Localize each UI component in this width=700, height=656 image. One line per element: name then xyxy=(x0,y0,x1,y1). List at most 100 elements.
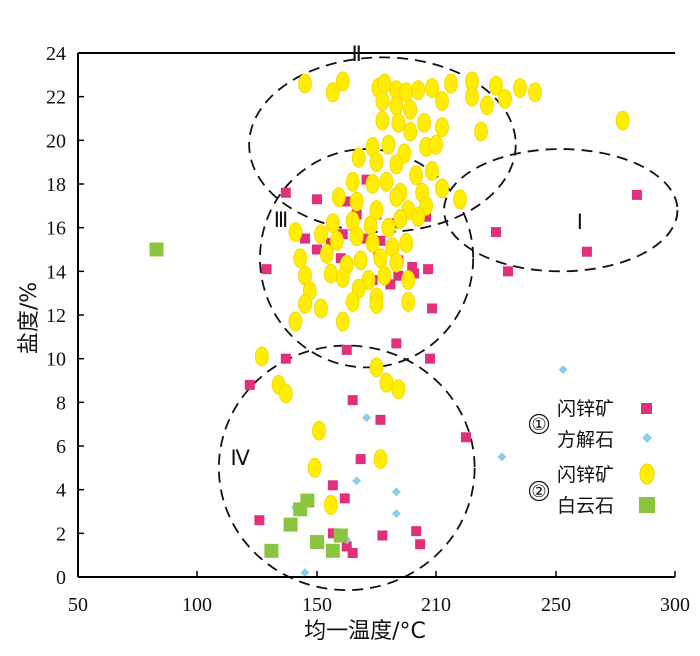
legend-swatch-dolomite xyxy=(639,497,655,513)
point-sphalerite_2 xyxy=(389,95,404,116)
data-points xyxy=(149,71,642,578)
point-sphalerite_2 xyxy=(389,154,404,175)
point-sphalerite_2 xyxy=(361,270,376,290)
point-sphalerite_2 xyxy=(349,226,364,247)
point-sphalerite_1 xyxy=(461,432,471,443)
point-sphalerite_2 xyxy=(465,86,479,107)
point-sphalerite_2 xyxy=(325,82,340,103)
region-ellipse-4 xyxy=(217,344,476,592)
point-sphalerite_2 xyxy=(351,147,366,168)
legend-label-sphalerite-2: 闪锌矿 xyxy=(557,464,614,486)
point-sphalerite_2 xyxy=(365,174,380,194)
point-sphalerite_2 xyxy=(409,165,424,186)
point-sphalerite_2 xyxy=(399,82,414,103)
region-label-2: Ⅱ xyxy=(351,42,361,66)
point-sphalerite_1 xyxy=(375,235,386,246)
point-sphalerite_1 xyxy=(300,233,310,244)
point-sphalerite_2 xyxy=(417,112,432,133)
point-dolomite xyxy=(283,517,298,532)
y-tick-label: 22 xyxy=(46,87,66,109)
point-sphalerite_2 xyxy=(369,152,384,173)
y-tick-label: 0 xyxy=(56,567,66,589)
point-sphalerite_1 xyxy=(377,530,388,541)
legend-label-sphalerite-1: 闪锌矿 xyxy=(557,398,614,420)
x-tick-label: 100 xyxy=(182,594,212,616)
point-sphalerite_1 xyxy=(341,344,352,355)
point-sphalerite_1 xyxy=(355,454,366,465)
region-ellipse-1 xyxy=(443,148,679,273)
y-tick-label: 4 xyxy=(56,480,66,502)
point-sphalerite_1 xyxy=(427,303,438,314)
y-axis-title: 盐度/% xyxy=(17,282,42,354)
point-sphalerite_1 xyxy=(280,187,291,198)
point-sphalerite_2 xyxy=(389,187,404,208)
point-sphalerite_2 xyxy=(474,121,488,142)
point-sphalerite_2 xyxy=(288,222,303,242)
point-sphalerite_1 xyxy=(425,353,436,364)
point-sphalerite_2 xyxy=(363,215,378,236)
point-sphalerite_2 xyxy=(298,73,312,94)
point-sphalerite_2 xyxy=(399,233,414,253)
point-sphalerite_1 xyxy=(581,246,592,257)
y-tick-label: 2 xyxy=(56,523,66,545)
series-sphalerite_2 xyxy=(254,71,630,515)
point-sphalerite_2 xyxy=(411,206,426,227)
point-sphalerite_1 xyxy=(411,526,422,537)
point-sphalerite_1 xyxy=(407,261,418,272)
point-sphalerite_2 xyxy=(373,248,388,269)
point-sphalerite_2 xyxy=(320,243,334,264)
point-sphalerite_2 xyxy=(513,78,527,98)
point-sphalerite_2 xyxy=(335,71,350,92)
x-tick-label: 50 xyxy=(68,594,88,616)
point-sphalerite_2 xyxy=(403,121,418,142)
point-sphalerite_2 xyxy=(435,117,449,138)
point-sphalerite_2 xyxy=(307,457,322,478)
point-sphalerite_1 xyxy=(385,279,396,290)
point-sphalerite_2 xyxy=(335,267,350,288)
point-sphalerite_1 xyxy=(327,480,338,491)
point-calcite xyxy=(391,487,401,497)
point-sphalerite_1 xyxy=(491,227,501,238)
point-dolomite xyxy=(333,528,348,543)
y-tick-label: 14 xyxy=(46,261,66,283)
point-sphalerite_2 xyxy=(480,95,494,116)
point-sphalerite_2 xyxy=(365,233,380,253)
legend-group-2-number: ② xyxy=(531,482,546,502)
point-sphalerite_2 xyxy=(278,383,293,404)
point-sphalerite_1 xyxy=(393,270,404,281)
legend-swatch-calcite xyxy=(642,433,652,443)
point-sphalerite_2 xyxy=(425,160,439,181)
region-label-1: Ⅰ xyxy=(577,210,583,234)
point-sphalerite_2 xyxy=(335,311,350,332)
point-sphalerite_2 xyxy=(528,82,542,103)
point-sphalerite_2 xyxy=(312,420,326,441)
point-calcite xyxy=(300,568,310,578)
point-sphalerite_1 xyxy=(339,493,350,504)
point-sphalerite_2 xyxy=(323,495,338,515)
point-sphalerite_2 xyxy=(345,291,360,312)
point-sphalerite_1 xyxy=(280,353,291,364)
point-sphalerite_1 xyxy=(503,266,513,277)
point-sphalerite_2 xyxy=(411,80,426,101)
y-tick-label: 20 xyxy=(46,130,66,152)
x-tick-label: 300 xyxy=(660,594,690,616)
point-sphalerite_1 xyxy=(341,196,352,207)
point-sphalerite_2 xyxy=(254,346,269,367)
point-sphalerite_2 xyxy=(435,91,449,111)
point-sphalerite_1 xyxy=(254,515,265,526)
point-sphalerite_2 xyxy=(379,372,394,393)
point-sphalerite_2 xyxy=(435,178,449,199)
point-sphalerite_1 xyxy=(335,253,346,264)
region-label-3: Ⅲ xyxy=(274,208,288,232)
point-calcite xyxy=(362,413,372,423)
point-sphalerite_1 xyxy=(421,211,432,222)
point-sphalerite_2 xyxy=(353,250,368,271)
point-sphalerite_2 xyxy=(393,209,408,229)
point-sphalerite_2 xyxy=(391,379,406,400)
point-sphalerite_1 xyxy=(347,395,358,406)
y-tick-label: 10 xyxy=(46,349,66,371)
point-dolomite xyxy=(149,242,164,257)
region-ellipse-2 xyxy=(248,56,517,233)
point-sphalerite_2 xyxy=(615,110,630,131)
point-sphalerite_2 xyxy=(331,187,346,208)
